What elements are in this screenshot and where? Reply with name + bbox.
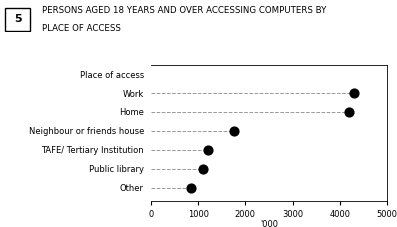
Point [204, 148, 211, 152]
Text: PLACE OF ACCESS: PLACE OF ACCESS [42, 24, 121, 33]
Point [346, 110, 353, 114]
Point [351, 91, 357, 95]
Point [188, 186, 194, 190]
Text: PERSONS AGED 18 YEARS AND OVER ACCESSING COMPUTERS BY: PERSONS AGED 18 YEARS AND OVER ACCESSING… [42, 6, 326, 15]
X-axis label: '000: '000 [260, 220, 278, 227]
Point [200, 167, 206, 170]
FancyBboxPatch shape [6, 8, 31, 30]
Point [230, 129, 237, 133]
Text: 5: 5 [14, 14, 22, 24]
